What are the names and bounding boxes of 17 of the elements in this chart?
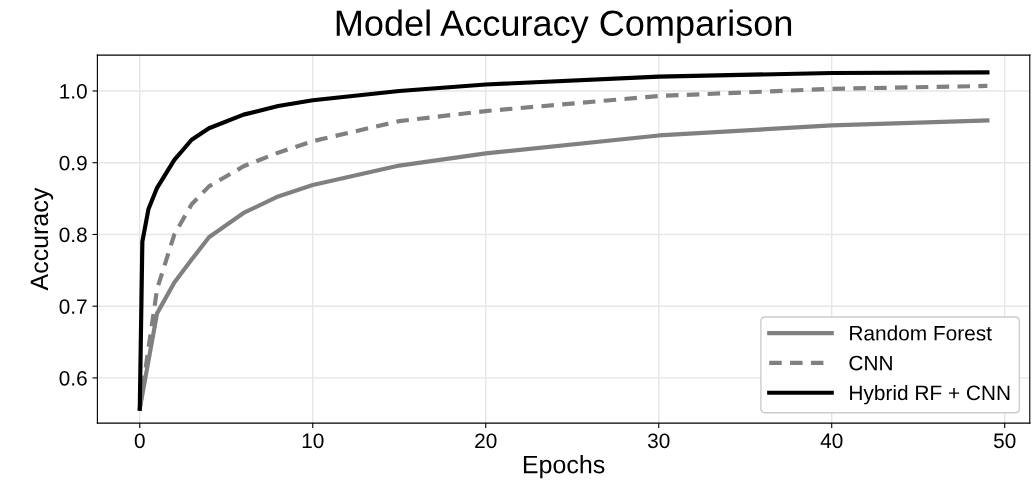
- x-tick-label: 0: [134, 433, 145, 449]
- y-tick-label: 0.7: [59, 299, 87, 314]
- y-tick-label: 0.6: [59, 370, 87, 386]
- chart-title: Model Accuracy Comparison: [336, 9, 792, 44]
- legend-label: CNN: [849, 355, 892, 371]
- legend-label: Hybrid RF + CNN: [850, 384, 1010, 405]
- x-tick-label: 30: [647, 433, 670, 449]
- y-tick-label: 0.9: [59, 155, 87, 171]
- x-tick-label: 20: [475, 433, 497, 449]
- y-axis-title: Accuracy: [30, 187, 54, 291]
- x-tick-label: 10: [302, 433, 324, 449]
- y-tick-label: 0.8: [59, 227, 87, 243]
- y-tick-label: 1.0: [60, 83, 87, 99]
- x-tick-label: 40: [820, 433, 843, 449]
- x-axis-title: Epochs: [523, 455, 605, 479]
- x-tick-label: 50: [993, 433, 1016, 449]
- legend-label: Random Forest: [850, 325, 992, 341]
